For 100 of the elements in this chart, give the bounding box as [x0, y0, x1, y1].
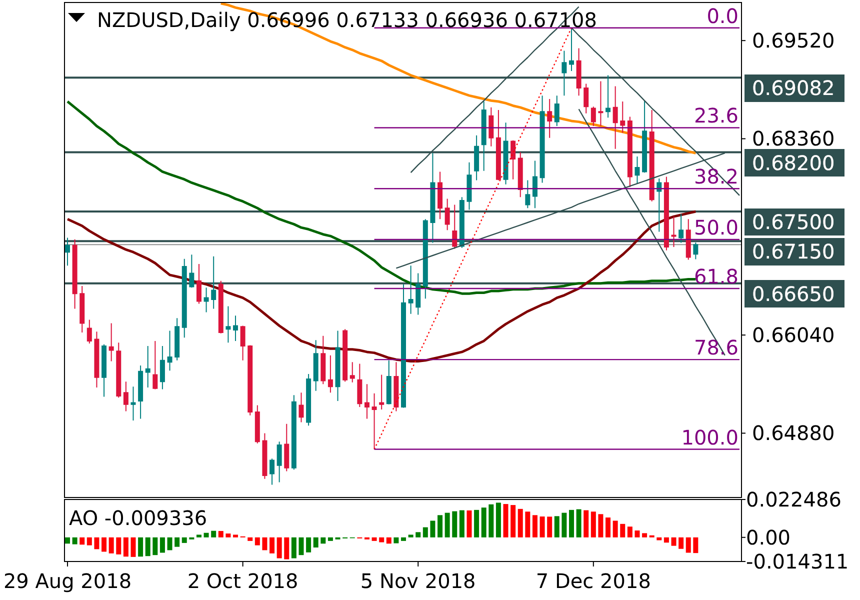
bar	[116, 537, 122, 554]
bar	[138, 537, 144, 557]
candlestick	[401, 284, 406, 408]
candlestick	[152, 340, 158, 390]
y-tick-label: 0.66040	[752, 323, 835, 348]
bar	[408, 534, 414, 538]
series-label: 61.8	[694, 264, 738, 288]
bar	[108, 537, 114, 554]
candlestick	[693, 242, 698, 260]
candlestick	[328, 354, 333, 394]
candlestick	[408, 265, 414, 314]
y-tick-label: 0.022486	[746, 488, 842, 512]
candlestick	[145, 346, 150, 388]
candlestick	[116, 342, 122, 398]
candlestick	[627, 116, 632, 188]
bar	[422, 527, 428, 538]
candlestick	[160, 346, 165, 390]
bar	[270, 537, 275, 554]
candlestick	[254, 404, 260, 444]
ref-line-label: 0.67500	[752, 210, 835, 234]
candlestick	[350, 362, 355, 383]
bar	[276, 537, 282, 558]
series-label: 50.0	[694, 215, 738, 240]
bar	[606, 518, 611, 538]
candlestick	[664, 176, 669, 251]
candlestick	[606, 74, 611, 118]
bar	[554, 516, 560, 538]
candlestick	[313, 340, 318, 392]
candlestick	[72, 238, 78, 310]
candlestick	[379, 374, 384, 410]
bar	[474, 510, 480, 538]
bar	[248, 537, 253, 541]
series-label: 23.6	[694, 104, 738, 128]
candlestick	[65, 237, 70, 266]
bar	[379, 537, 384, 542]
ref-line-label: 0.67150	[752, 240, 835, 264]
bar	[598, 514, 604, 538]
candlestick	[584, 83, 589, 114]
candlestick	[130, 386, 136, 421]
candlestick	[532, 160, 538, 209]
candlestick	[510, 140, 516, 180]
bar	[401, 537, 406, 541]
candlestick	[298, 392, 304, 423]
bar	[123, 537, 128, 557]
ref-line-label: 0.69082	[752, 76, 835, 100]
candlestick	[357, 363, 362, 408]
bar	[291, 537, 296, 558]
bar	[204, 532, 209, 538]
candlestick	[291, 394, 296, 470]
bar	[298, 537, 304, 556]
candlestick	[503, 122, 508, 185]
y-tick-label: 0.64880	[752, 421, 835, 446]
candlestick	[284, 423, 290, 472]
bar	[518, 508, 523, 538]
bar	[525, 512, 530, 538]
candlestick	[642, 100, 648, 174]
candlestick	[620, 101, 626, 134]
bar	[503, 504, 508, 538]
ref-line-label: 0.66650	[752, 282, 835, 306]
bar	[656, 537, 662, 540]
y-tick-label: 0.69520	[752, 28, 835, 53]
line-series	[66, 100, 697, 295]
bar	[488, 504, 494, 538]
x-tick-label: 5 Nov 2018	[360, 569, 476, 593]
bar	[160, 537, 165, 553]
candlestick	[306, 373, 312, 426]
bar	[262, 537, 268, 550]
bar	[320, 537, 326, 544]
candlestick	[211, 256, 216, 310]
bar	[642, 533, 648, 538]
bar	[686, 537, 691, 553]
candlestick	[459, 196, 464, 248]
candlestick	[590, 106, 596, 127]
candlestick	[196, 263, 202, 304]
candlestick	[671, 216, 676, 248]
candlestick	[656, 178, 662, 232]
candlestick	[496, 109, 501, 181]
bar	[174, 537, 180, 547]
bar	[612, 520, 618, 538]
candlestick	[525, 180, 530, 209]
bar	[182, 537, 187, 543]
bar	[306, 537, 312, 552]
candlestick	[438, 171, 443, 220]
bar	[510, 505, 516, 538]
candlestick	[182, 258, 187, 338]
bar	[590, 512, 596, 538]
candlestick	[174, 318, 180, 361]
candlestick	[612, 86, 618, 150]
candlestick	[372, 392, 377, 450]
candlestick	[138, 365, 144, 420]
bar	[313, 537, 318, 548]
chart-title: AO -0.009336	[69, 506, 208, 530]
bar	[459, 510, 464, 538]
x-tick-label: 2 Oct 2018	[187, 569, 298, 593]
candlestick	[394, 362, 399, 412]
candlestick	[634, 156, 640, 184]
bar	[284, 537, 290, 560]
line-series	[374, 27, 572, 450]
bar	[211, 530, 216, 538]
bar	[452, 511, 458, 538]
